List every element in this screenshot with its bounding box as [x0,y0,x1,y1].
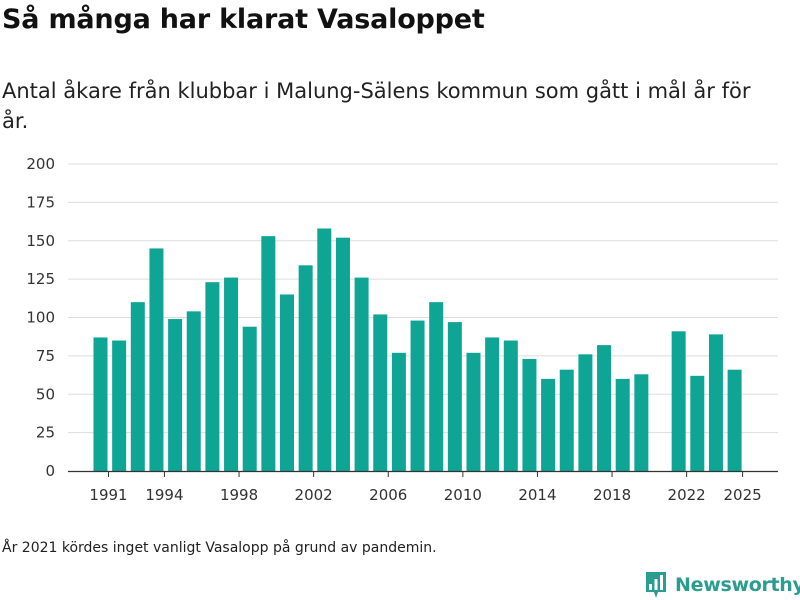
x-tick-label: 2018 [593,486,631,504]
x-tick-label: 2010 [444,486,482,504]
x-tick-label: 1994 [145,486,183,504]
bar-2001 [280,294,294,471]
bar-2022 [671,331,686,471]
grid-lines [68,163,778,434]
newsworthy-logo[interactable]: Newsworthy [644,570,800,600]
bar-2011 [466,352,481,471]
y-tick-label: 175 [26,193,55,211]
bar-1992 [112,340,127,471]
bar-2004 [335,237,350,471]
bar-2015 [541,378,556,471]
bar-1998 [224,277,239,471]
bar-2009 [429,302,444,471]
bar-chart: 0 25 50 75 100 125 150 175 200 1991 1994 1998 2002 2… [26,155,778,504]
bar-1995 [168,319,183,471]
x-tick-label: 2014 [518,486,556,504]
bar-2016 [559,369,574,471]
bar-2006 [373,314,388,471]
newsworthy-logo-text: Newsworthy [675,574,800,596]
bar-2023 [690,375,705,471]
y-tick-label: 0 [45,462,55,480]
bar-2002 [298,265,313,471]
x-axis: 1991 1994 1998 2002 2006 2010 2014 2018 2022 2025 [68,470,778,504]
y-tick-label: 75 [36,347,55,365]
bar-2005 [354,277,369,471]
bars [93,228,742,471]
y-tick-label: 125 [26,270,55,288]
footnote: År 2021 kördes inget vanligt Vasalopp på… [2,540,437,556]
bar-2025 [727,369,742,471]
bar-2012 [485,337,500,471]
bar-2024 [708,334,723,471]
bar-2017 [578,354,593,471]
bar-1996 [186,311,201,471]
x-tick-label: 2002 [295,486,333,504]
bar-1994 [149,248,164,471]
bar-2010 [447,322,462,471]
y-tick-label: 25 [36,424,55,442]
x-tick-label: 1991 [89,486,127,504]
chart-title: Så många har klarat Vasaloppet [2,4,485,35]
x-tick-label: 2025 [724,486,762,504]
bar-1993 [130,302,145,471]
bar-1997 [205,282,220,471]
bar-2020 [634,374,649,471]
bar-1999 [242,326,257,471]
y-tick-label: 200 [26,155,55,173]
bar-2008 [410,320,425,471]
bar-2018 [597,345,612,471]
bar-2000 [261,236,276,471]
bar-2019 [615,378,630,471]
y-tick-label: 100 [26,309,55,327]
bar-2014 [522,358,537,471]
newsworthy-logo-icon [646,572,666,598]
x-tick-label: 1998 [220,486,258,504]
bar-2007 [391,352,406,471]
y-tick-label: 50 [36,385,55,403]
bar-2003 [317,228,332,471]
x-tick-label: 2022 [668,486,706,504]
y-axis-ticks: 0 25 50 75 100 125 150 175 200 [26,155,55,480]
bar-1991 [93,337,108,471]
x-tick-label: 2006 [369,486,407,504]
chart-subtitle: Antal åkare från klubbar i Malung-Sälens… [2,79,751,133]
bar-2013 [503,340,518,471]
y-tick-label: 150 [26,232,55,250]
